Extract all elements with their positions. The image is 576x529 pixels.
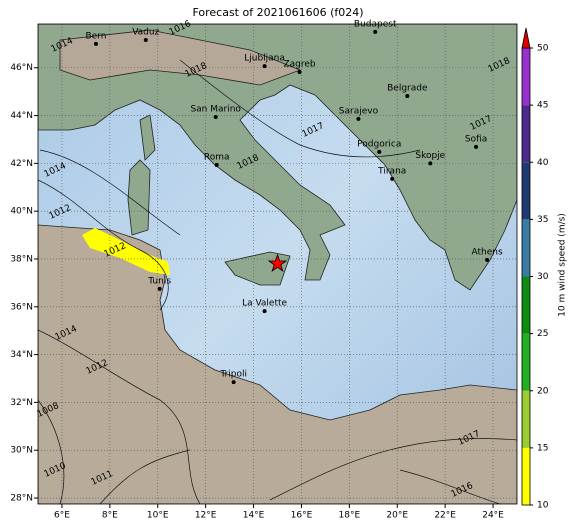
city-dot — [428, 161, 433, 166]
city-label: Vaduz — [132, 28, 159, 38]
map-frame — [37, 23, 518, 505]
x-tick-label: 16°E — [291, 511, 313, 521]
city-label: Bern — [85, 31, 106, 41]
city-label: Podgorica — [357, 139, 401, 149]
colorbar-segment — [522, 333, 530, 391]
colorbar-tick-label: 50 — [537, 44, 549, 54]
city-dot — [262, 309, 267, 314]
city-dot — [143, 38, 148, 43]
colorbar-label: 10 m wind speed (m/s) — [558, 213, 568, 317]
y-tick-label: 44°N — [10, 111, 33, 121]
x-tick-label: 20°E — [386, 511, 408, 521]
city-label: Belgrade — [387, 83, 428, 93]
city-dot — [262, 64, 267, 69]
x-tick-label: 24°E — [482, 511, 504, 521]
city-label: Roma — [204, 153, 230, 163]
city-label: Sofia — [465, 134, 487, 144]
colorbar-tick-label: 25 — [537, 329, 548, 339]
sicily — [224, 251, 291, 286]
city-dot — [157, 286, 162, 291]
x-tick-label: 10°E — [147, 511, 169, 521]
city-label: Sarajevo — [339, 106, 379, 116]
colorbar-tick-label: 10 — [537, 501, 549, 511]
x-tick-label: 8°E — [102, 511, 118, 521]
city-label: Tunis — [147, 276, 171, 286]
y-tick-label: 32°N — [10, 398, 33, 408]
city-dot — [377, 149, 382, 154]
city-label: Ljubljana — [244, 54, 285, 64]
colorbar-segment — [522, 219, 530, 277]
y-tick-label: 28°N — [10, 494, 33, 504]
city-dot — [373, 29, 378, 34]
x-tick-label: 6°E — [54, 511, 70, 521]
city-dot — [390, 176, 395, 181]
sardinia — [127, 159, 151, 236]
city-dot — [93, 41, 98, 46]
city-label: Zagreb — [283, 60, 315, 70]
colorbar-segment — [522, 447, 530, 505]
colorbar-segment — [522, 276, 530, 334]
location-star — [267, 253, 288, 273]
colorbar-extend — [521, 27, 531, 49]
city-dot — [231, 380, 236, 385]
y-tick-label: 34°N — [10, 350, 33, 360]
y-tick-label: 36°N — [10, 302, 33, 312]
corsica — [139, 114, 156, 161]
x-tick-label: 12°E — [195, 511, 217, 521]
colorbar-segment — [522, 162, 530, 220]
city-dot — [405, 93, 410, 98]
city-dot — [297, 70, 302, 75]
colorbar-segment — [522, 105, 530, 163]
city-dot — [485, 257, 490, 262]
city-dot — [214, 163, 219, 168]
isobars — [38, 59, 517, 504]
city-dot — [474, 144, 479, 149]
y-tick-label: 30°N — [10, 446, 33, 456]
y-tick-label: 46°N — [10, 63, 33, 73]
colorbar-segment — [522, 390, 530, 448]
colorbar-tick-label: 20 — [537, 386, 549, 396]
y-tick-label: 40°N — [10, 207, 33, 217]
x-tick-label: 14°E — [243, 511, 265, 521]
city-label: San Marino — [190, 104, 241, 114]
colorbar-tick-label: 35 — [537, 215, 548, 225]
city-dot — [213, 114, 218, 119]
city-label: Skopje — [415, 151, 445, 161]
colorbar-tick-label: 15 — [537, 443, 548, 453]
city-label: Tirana — [377, 166, 406, 176]
city-label: Athens — [471, 247, 502, 257]
x-tick-label: 18°E — [339, 511, 361, 521]
y-tick-label: 42°N — [10, 159, 33, 169]
x-tick-label: 22°E — [434, 511, 456, 521]
city-label: Tripoli — [219, 370, 247, 380]
colorbar-tick-label: 30 — [537, 272, 549, 282]
colorbar-tick-label: 45 — [537, 101, 548, 111]
chart-title: Forecast of 2021061606 (f024) — [192, 6, 363, 19]
alps — [59, 29, 302, 86]
colorbar-segment — [522, 48, 530, 106]
wind-speed-area — [82, 228, 170, 275]
city-dot — [356, 116, 361, 121]
colorbar-tick-label: 40 — [537, 158, 549, 168]
city-label: La Valette — [242, 299, 287, 309]
y-tick-label: 38°N — [10, 254, 33, 264]
